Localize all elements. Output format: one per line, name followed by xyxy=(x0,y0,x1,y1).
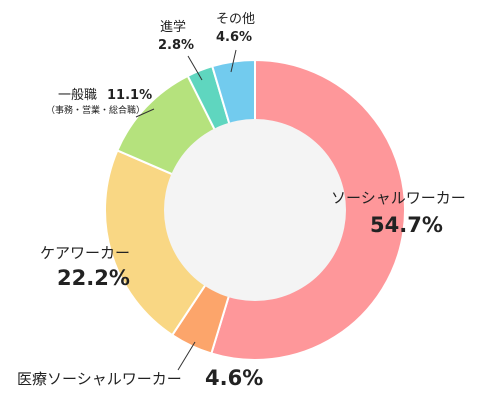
leader-lines xyxy=(135,49,237,371)
pct-care-worker: 22.2% xyxy=(57,266,130,290)
pct-medical-social-worker: 4.6% xyxy=(205,366,264,390)
leader-line-other xyxy=(230,49,237,73)
label-other: その他 xyxy=(216,12,256,27)
leader-line-general xyxy=(135,108,155,118)
pct-other: 4.6% xyxy=(216,30,253,45)
pct-general: 11.1% xyxy=(107,88,153,103)
label-general-detail: （事務・営業・総合職） xyxy=(46,106,146,116)
pct-advance: 2.8% xyxy=(158,38,195,53)
donut-center xyxy=(164,119,346,301)
label-advance: 進学 xyxy=(160,20,187,35)
leader-line-advance xyxy=(187,55,203,81)
leader-line-medical xyxy=(177,341,196,371)
pct-social-worker: 54.7% xyxy=(370,213,443,237)
label-medical-social-worker: 医療ソーシャルワーカー xyxy=(17,370,182,388)
label-care-worker: ケアワーカー xyxy=(40,244,131,262)
label-general: 一般職 xyxy=(58,88,98,103)
label-social-worker: ソーシャルワーカー xyxy=(331,189,466,207)
